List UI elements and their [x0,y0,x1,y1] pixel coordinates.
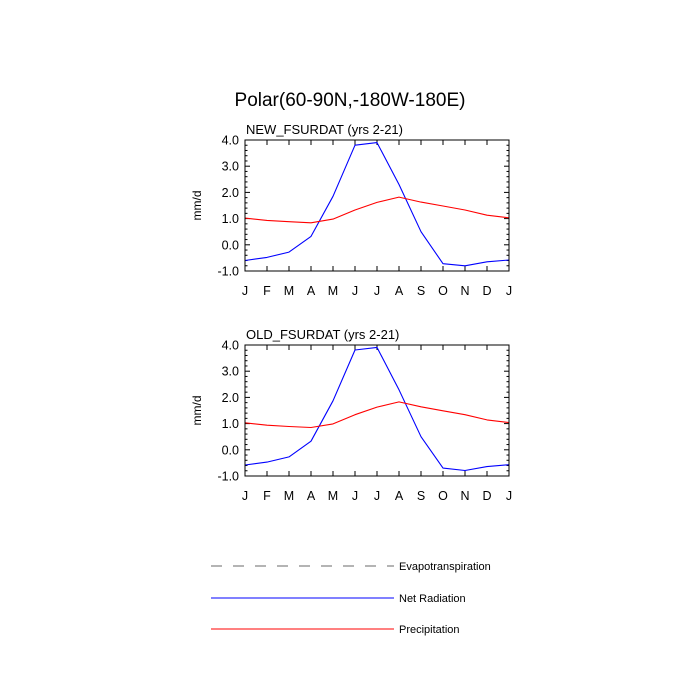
x-tick-label: O [438,489,448,503]
series-line-net-radiation [244,142,510,267]
y-tick-label: 4.0 [222,339,239,353]
x-tick-label: F [263,284,271,298]
series-line-precipitation [244,401,510,429]
y-tick-label: 0.0 [222,443,239,457]
x-tick-label: J [374,284,380,298]
x-tick-label: S [417,489,425,503]
y-tick-label: 4.0 [222,134,239,148]
y-axis-label: mm/d [190,191,204,221]
chart-panel-1: NEW_FSURDAT (yrs 2-21) mm/d 4.0 3.0 2.0 1.0 0.… [190,122,512,298]
x-tick-label: M [328,284,338,298]
legend-label: Evapotranspiration [399,561,491,573]
x-tick-label: A [307,284,316,298]
x-tick-label: J [242,284,248,298]
x-tick-label: J [242,489,248,503]
plot-frame [244,139,510,272]
chart-panel-2: OLD_FSURDAT (yrs 2-21) mm/d 4.0 3.0 2.0 1.0 0.… [190,327,512,503]
x-tick-label: S [417,284,425,298]
y-tick-label: 1.0 [222,212,239,226]
plot-frame [244,344,510,477]
x-tick-label: J [506,284,512,298]
panel-title: OLD_FSURDAT (yrs 2-21) [246,327,399,342]
x-tick-label: A [395,284,404,298]
legend-label: Net Radiation [399,593,466,605]
legend-item-precipitation: Precipitation [211,624,460,636]
y-tick-label: 2.0 [222,391,239,405]
x-tick-label: J [352,489,358,503]
x-tick-label: A [307,489,316,503]
legend-item-net-radiation: Net Radiation [211,593,466,605]
y-tick-label: 3.0 [222,365,239,379]
y-tick-label: 3.0 [222,160,239,174]
x-tick-label: N [460,489,469,503]
y-axis-label: mm/d [190,396,204,426]
x-tick-label: D [482,284,491,298]
y-tick-label: 1.0 [222,417,239,431]
x-tick-label: F [263,489,271,503]
x-tick-label: M [284,284,294,298]
x-tick-label: N [460,284,469,298]
x-tick-label: O [438,284,448,298]
series-line-precipitation [244,196,510,224]
x-tick-label: M [328,489,338,503]
legend-label: Precipitation [399,624,460,636]
y-ticks [244,344,510,477]
series-line-net-radiation [244,346,510,472]
figure-title: Polar(60-90N,-180W-180E) [235,90,466,111]
x-tick-label: A [395,489,404,503]
y-tick-label: 0.0 [222,238,239,252]
x-tick-label: D [482,489,491,503]
panels: NEW_FSURDAT (yrs 2-21) mm/d 4.0 3.0 2.0 1.0 0.… [190,122,512,503]
y-tick-label: -1.0 [217,265,239,279]
x-tick-label: J [374,489,380,503]
x-tick-label: M [284,489,294,503]
y-ticks [244,139,510,272]
legend: Evapotranspiration Net Radiation Precipita… [211,561,491,636]
y-tick-label: 2.0 [222,186,239,200]
y-tick-label: -1.0 [217,470,239,484]
legend-item-evapotranspiration: Evapotranspiration [211,561,491,573]
x-tick-label: J [506,489,512,503]
panel-title: NEW_FSURDAT (yrs 2-21) [246,122,403,137]
x-tick-label: J [352,284,358,298]
